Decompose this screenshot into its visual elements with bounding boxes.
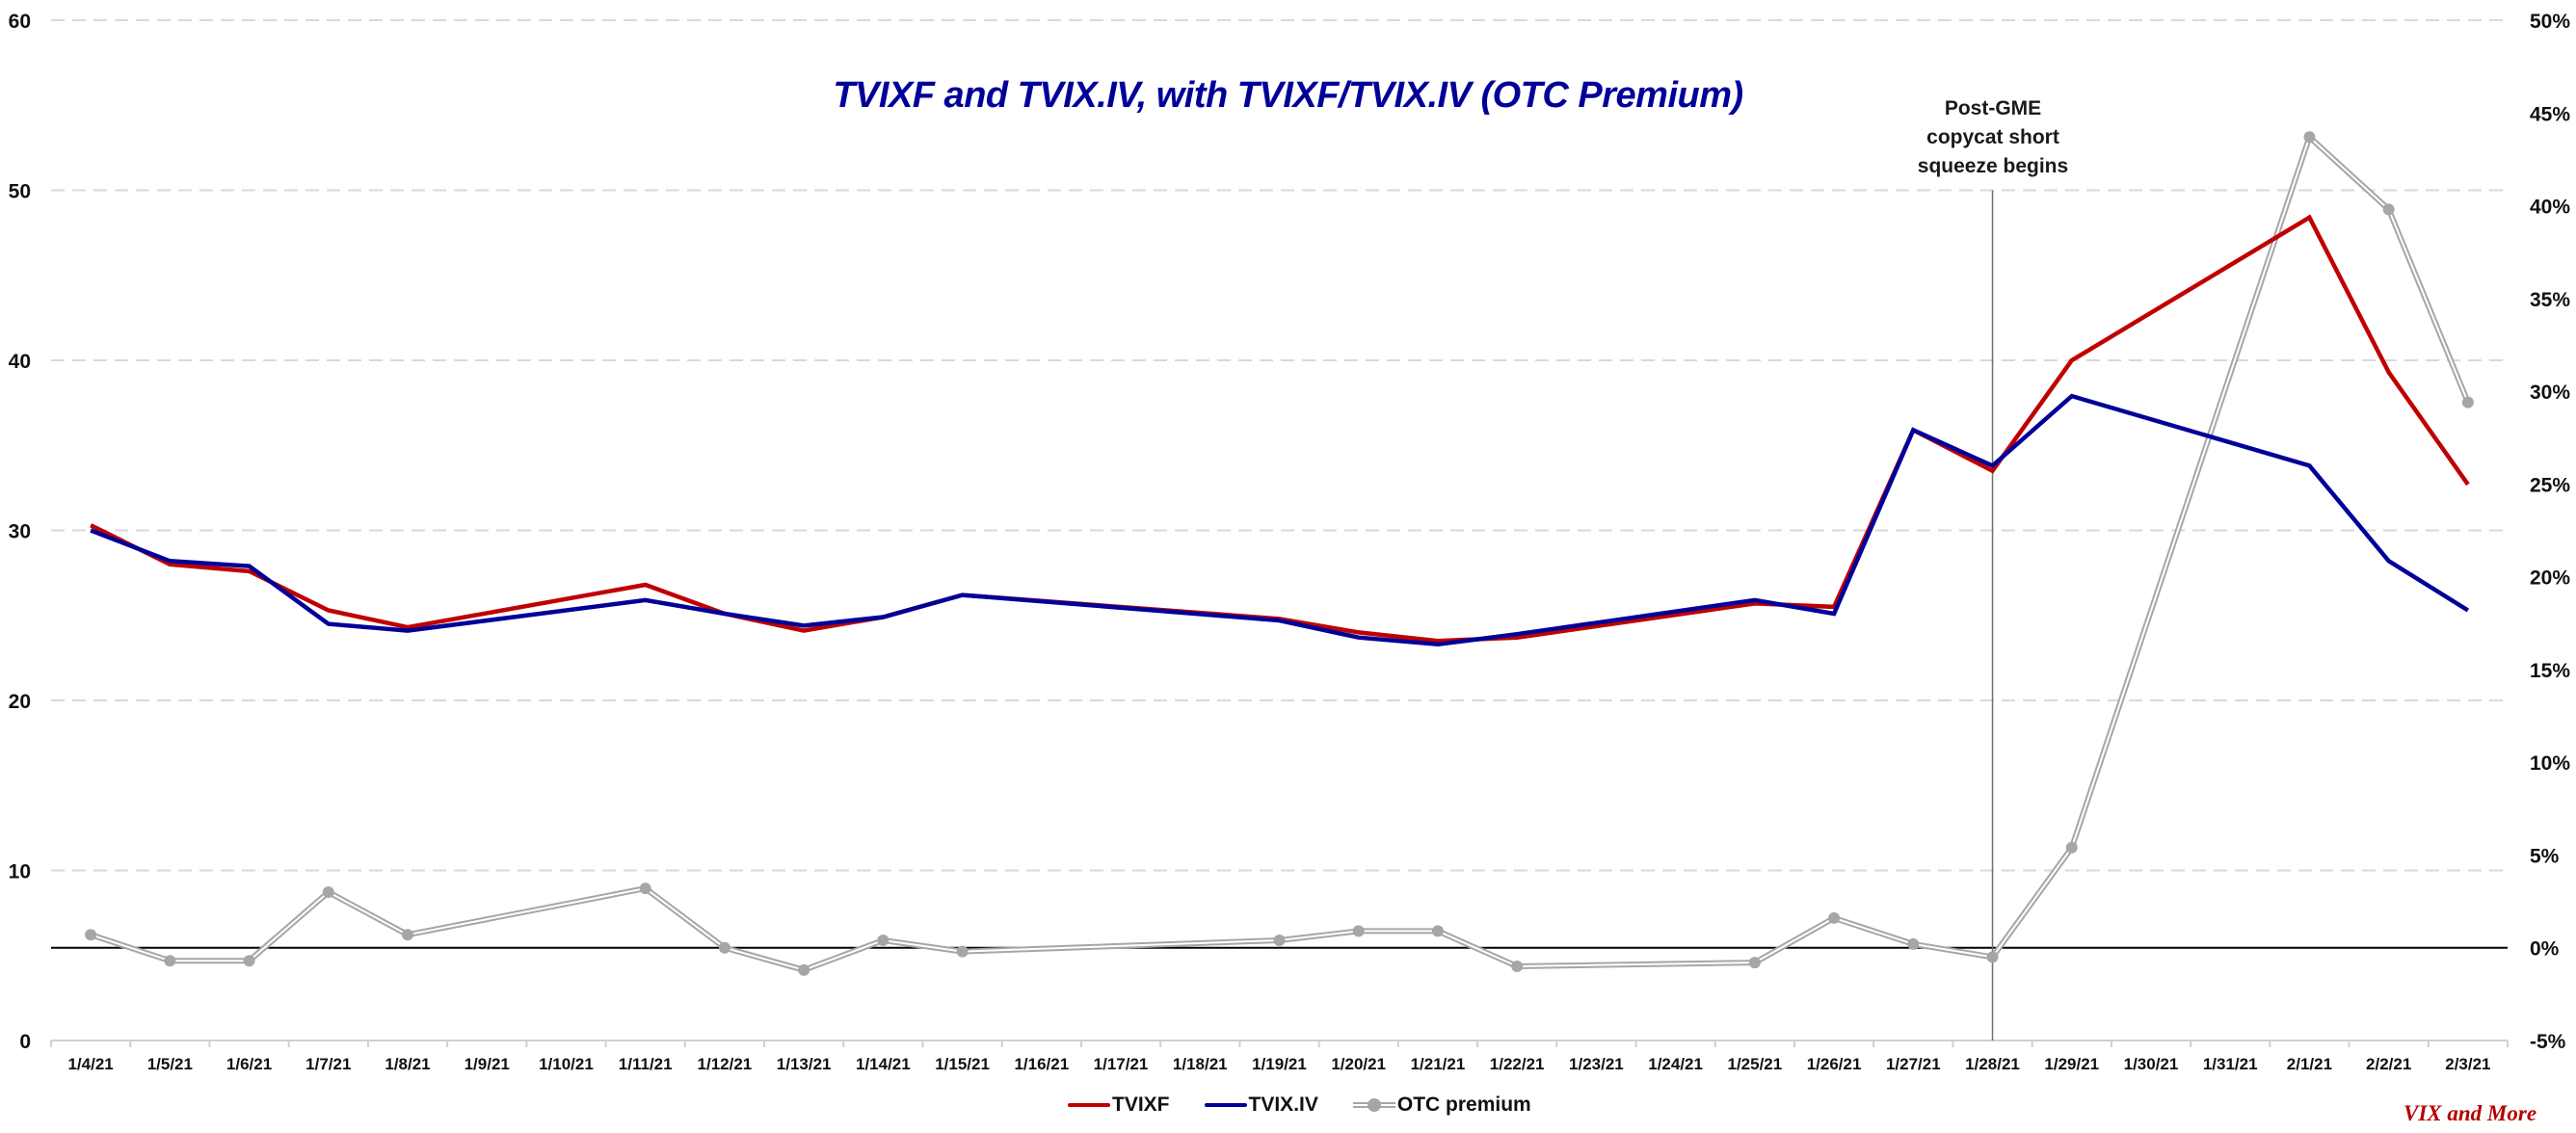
x-axis-tick-label: 1/22/21 [1490,1055,1545,1073]
x-axis-tick-label: 1/8/21 [385,1055,430,1073]
otc-premium-marker [1431,925,1444,937]
x-axis-tick-label: 1/17/21 [1094,1055,1149,1073]
x-axis-tick-label: 1/6/21 [226,1055,272,1073]
x-axis-tick-label: 1/28/21 [1965,1055,2020,1073]
otc-premium-marker [2303,131,2316,144]
legend-label: OTC premium [1396,1093,1531,1116]
annotation-line-1: Post-GME [1944,97,2042,119]
right-axis-tick-label: 35% [2530,289,2570,311]
x-axis-tick-label: 1/20/21 [1331,1055,1386,1073]
x-axis-tick-label: 1/5/21 [147,1055,193,1073]
otc-premium-marker [877,935,890,947]
x-axis-tick-label: 1/16/21 [1014,1055,1069,1073]
event-annotation: Post-GME copycat short squeeze begins [1897,94,2089,181]
annotation-line-3: squeeze begins [1917,155,2069,177]
right-axis-tick-label: 40% [2530,197,2570,219]
tvix-iv-line [90,393,2470,647]
left-axis-tick-label: 40 [9,351,31,373]
legend-item-tvixf[interactable]: TVIXF [1068,1093,1170,1117]
blue-line-swatch-icon [1204,1097,1247,1113]
tvixf-line [90,214,2470,644]
right-axis-tick-label: 45% [2530,103,2570,125]
gridlines [51,19,2508,949]
x-axis-tick-label: 1/30/21 [2124,1055,2179,1073]
watermark-logo: VIX and More [2403,1101,2537,1125]
right-y-axis: -5% 0% 5% 10% 15% 20% 25% 30% 35% 40% 45% 50% [2530,11,2570,1053]
legend-label: TVIXF [1112,1093,1170,1116]
otc-premium-marker [639,883,651,895]
otc-premium-marker [2382,203,2395,216]
right-axis-tick-label: 0% [2530,938,2560,961]
x-axis-tick-label: 1/26/21 [1807,1055,1862,1073]
otc-premium-marker [798,963,810,976]
x-axis-tick-label: 1/31/21 [2203,1055,2258,1073]
x-axis-tick-label: 1/18/21 [1173,1055,1228,1073]
otc-premium-marker [322,885,334,898]
x-axis-tick-label: 1/25/21 [1727,1055,1782,1073]
legend-label: TVIX.IV [1248,1093,1318,1116]
otc-premium-marker [1986,951,1999,963]
x-axis-tick-label: 1/29/21 [2044,1055,2099,1073]
right-axis-tick-label: 15% [2530,660,2570,682]
right-axis-tick-label: 5% [2530,845,2560,867]
right-axis-tick-label: -5% [2530,1031,2566,1053]
otc-premium-line-inner [90,136,2469,971]
x-axis-tick-label: 2/1/21 [2287,1055,2332,1073]
left-axis-tick-label: 20 [9,691,31,713]
x-axis-tick-label: 1/21/21 [1411,1055,1466,1073]
red-line-swatch-icon [1068,1097,1110,1113]
otc-premium-marker [718,941,730,954]
otc-premium-marker [243,955,255,967]
left-axis-tick-label: 30 [9,521,31,543]
left-y-axis: 0 10 20 30 40 50 60 [9,11,31,1053]
left-axis-tick-label: 60 [9,11,31,33]
x-axis-tick-label: 1/15/21 [935,1055,990,1073]
legend-item-otc-premium[interactable]: OTC premium [1352,1093,1531,1117]
x-axis-tick-label: 2/3/21 [2445,1055,2490,1073]
right-axis-tick-label: 25% [2530,474,2570,496]
otc-premium-marker [2461,396,2474,408]
x-axis-tick-label: 1/27/21 [1886,1055,1941,1073]
otc-premium-marker [1352,925,1365,937]
x-axis-tick-label: 1/19/21 [1252,1055,1307,1073]
x-axis-tick-label: 1/13/21 [777,1055,832,1073]
legend-item-tvix-iv[interactable]: TVIX.IV [1204,1093,1318,1117]
otc-premium-marker [1828,911,1841,924]
x-axis-tick-label: 1/24/21 [1648,1055,1703,1073]
x-axis-tick-label: 1/7/21 [305,1055,351,1073]
series-lines [85,131,2474,976]
annotation-line-2: copycat short [1926,126,2059,148]
right-axis-tick-label: 50% [2530,11,2570,33]
x-axis-tick-label: 1/23/21 [1569,1055,1624,1073]
x-axis-tick-label: 1/4/21 [67,1055,113,1073]
otc-premium-marker [956,945,969,958]
left-axis-tick-label: 50 [9,181,31,203]
x-axis-tick-label: 1/12/21 [698,1055,753,1073]
otc-premium-marker [402,929,414,941]
otc-premium-line-outer [90,134,2471,973]
right-axis-tick-label: 10% [2530,752,2570,775]
chart-legend: TVIXF TVIX.IV OTC premium [1068,1091,1566,1120]
otc-premium-marker [1907,937,1920,950]
left-axis-tick-label: 0 [19,1031,31,1053]
chart-title: TVIXF and TVIX.IV, with TVIXF/TVIX.IV (O… [833,75,1743,116]
otc-premium-marker [1511,960,1524,972]
x-axis-tick-label: 1/9/21 [465,1055,510,1073]
gray-marker-line-swatch-icon [1352,1097,1395,1113]
x-axis-tick-label: 1/11/21 [619,1055,673,1073]
x-axis-tick-label: 1/14/21 [856,1055,911,1073]
x-axis-tick-label: 1/10/21 [539,1055,594,1073]
left-axis-tick-label: 10 [9,861,31,883]
otc-premium-marker [2065,841,2078,854]
right-axis-tick-label: 30% [2530,382,2570,404]
otc-premium-marker [164,955,176,967]
x-axis-tick-label: 2/2/21 [2366,1055,2411,1073]
right-axis-tick-label: 20% [2530,567,2570,590]
otc-premium-marker [85,929,97,941]
otc-premium-marker [1748,957,1761,969]
otc-premium-marker [1273,935,1286,947]
x-axis: 1/4/21 1/5/21 1/6/21 1/7/21 1/8/21 1/9/21 1/10… [50,1040,2509,1073]
